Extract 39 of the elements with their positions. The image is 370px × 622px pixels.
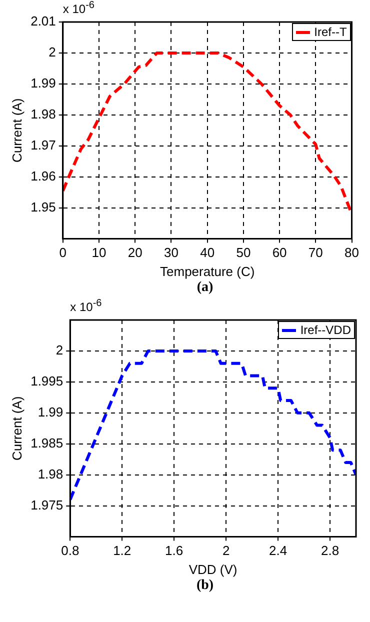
text: (a) [196,280,214,295]
y-tick-label: 1.985 [30,435,64,450]
x-tick-label: 40 [200,245,215,260]
x-axis-title: VDD (V) [188,562,238,577]
x-tick-label: 2 [222,543,230,558]
y-tick-label: 1.98 [30,106,56,122]
y-tick-label: 1.97 [30,137,56,152]
y-axis-title: Current (A) [9,98,24,163]
y-tick-label: 1.995 [30,374,64,389]
y-axis-title: Current (A) [9,396,24,461]
text: x 10$^{-6}$ [70,298,102,314]
legend-label: Iref--VDD [300,323,351,337]
x-tick-label: 80 [344,245,360,260]
y-tick-label: 1.99 [30,76,56,91]
x-tick-label: 60 [272,245,287,260]
legend-label: Iref--T [314,25,347,39]
x-tick-label: 2.4 [268,543,288,558]
y-tick-label: 2 [56,342,64,358]
x-tick-label: 30 [164,245,178,260]
x-tick-label: 1.2 [113,543,132,558]
y-tick-label: 2 [48,44,56,60]
x-tick-label: 1.6 [165,543,184,558]
x-tick-label: 0 [59,245,67,260]
y-tick-label: 1.975 [30,497,64,512]
line-series [70,349,356,502]
x-tick-label: 2.8 [320,543,340,558]
x-tick-label: 10 [92,245,106,260]
y-tick-label: 2.01 [30,14,56,29]
x-tick-label: 50 [236,245,251,260]
y-tick-label: 1.98 [38,466,64,482]
text: x 10$^{-6}$ [62,0,94,16]
y-tick-label: 1.95 [30,199,56,214]
x-axis-title: Temperature (C) [160,264,255,279]
y-tick-label: 1.99 [38,404,64,420]
text: (b) [195,578,215,595]
y-tick-label: 1.96 [30,168,56,184]
x-tick-label: 0.8 [61,543,80,558]
x-tick-label: 20 [128,245,142,260]
x-tick-label: 70 [308,245,323,260]
